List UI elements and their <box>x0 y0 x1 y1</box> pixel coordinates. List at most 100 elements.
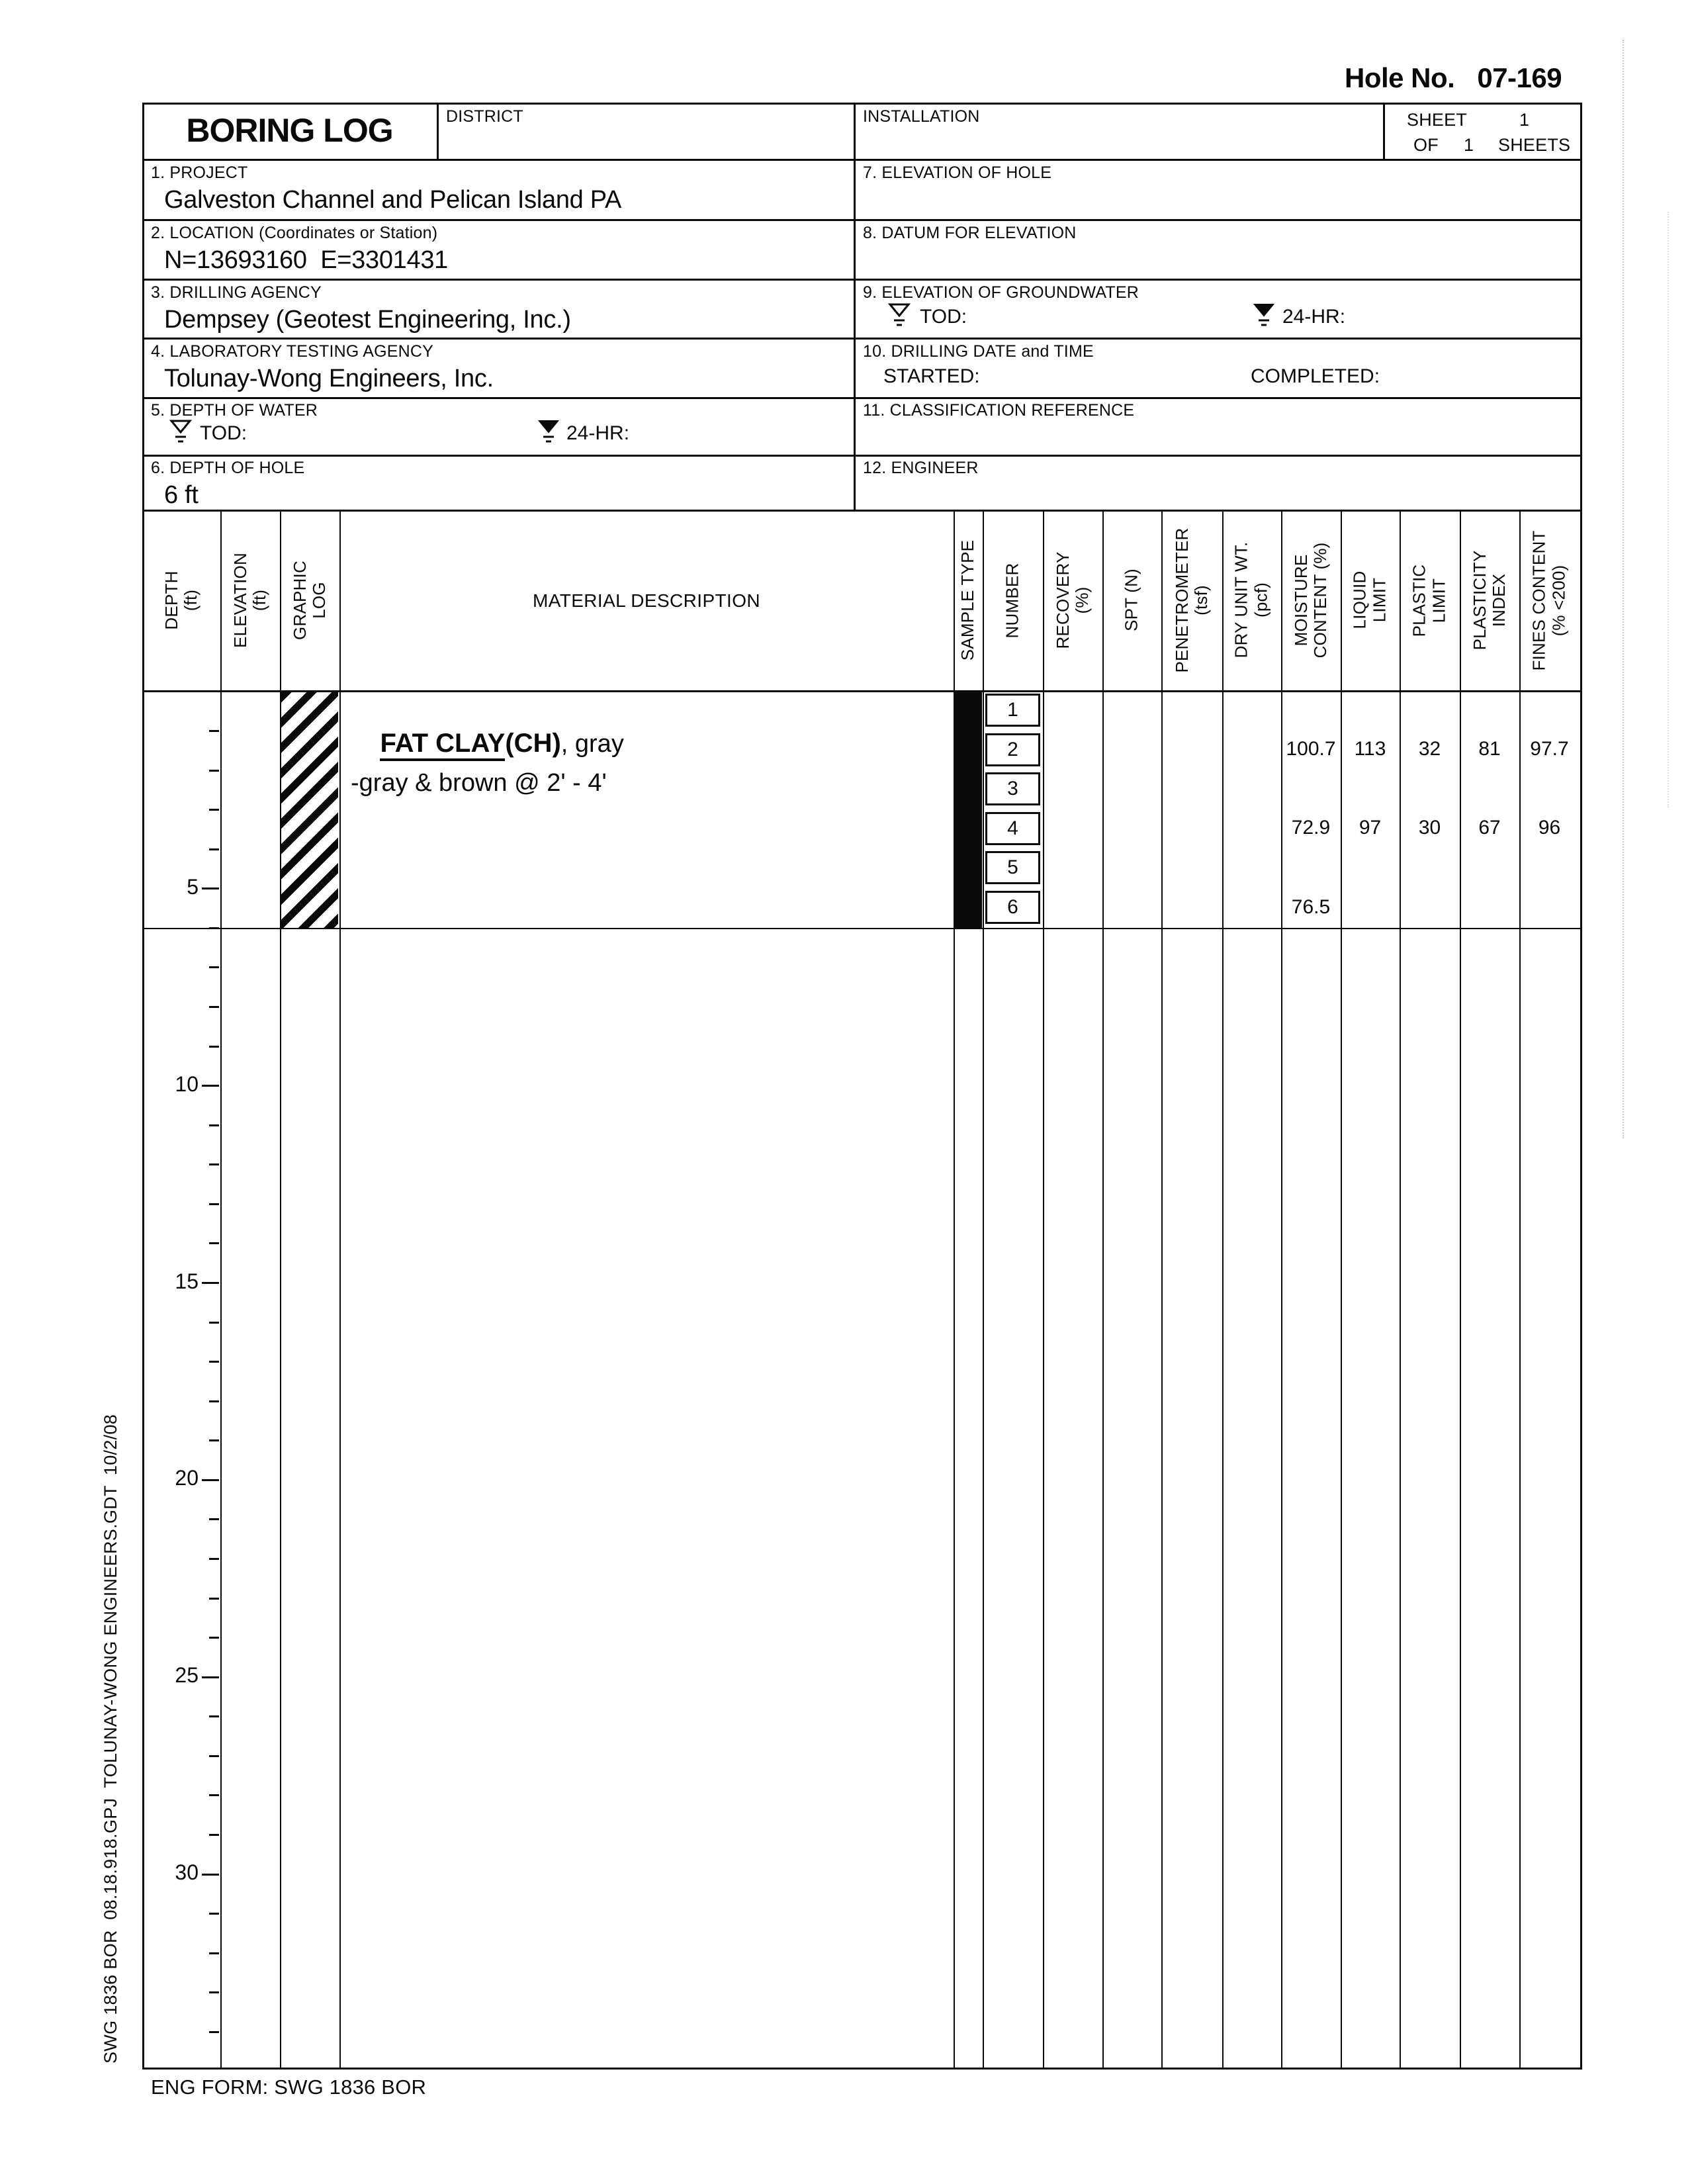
sample-type-bar <box>955 692 982 928</box>
depth-tick <box>209 1991 219 1994</box>
col-header-number: NUMBER <box>1002 563 1022 639</box>
lab-value-moisture: 72.9 <box>1291 817 1331 839</box>
col-header-recovery: RECOVERY (%) <box>1052 551 1092 649</box>
lab-value-plasticity-index: 67 <box>1478 817 1501 839</box>
hole-number-label: Hole No. <box>1345 62 1455 93</box>
drilling-agency-label: 3. DRILLING AGENCY <box>151 283 322 302</box>
location-label: 2. LOCATION (Coordinates or Station) <box>151 224 438 242</box>
hr24-label: 24-HR: <box>566 422 630 444</box>
divider <box>142 690 1582 692</box>
depth-tick <box>209 1045 219 1048</box>
lab-value-liquid-limit: 97 <box>1359 817 1382 839</box>
col-header-depth: DEPTH (ft) <box>161 570 201 630</box>
col-header-spt: SPT (N) <box>1121 569 1141 631</box>
depth-tick <box>209 1597 219 1600</box>
layer-uscs-class: (CH) <box>505 729 561 758</box>
col-header-material-description: MATERIAL DESCRIPTION <box>532 590 761 611</box>
lab-value-fines: 97.7 <box>1530 738 1569 760</box>
depth-tick <box>209 966 219 969</box>
project-label: 1. PROJECT <box>151 163 248 182</box>
depth-label: 15 <box>175 1269 199 1293</box>
depth-tick <box>209 2030 219 2033</box>
col-header-moisture: MOISTURE CONTENT (%) <box>1290 542 1330 659</box>
log-table-box <box>142 510 1582 2070</box>
divider <box>220 510 222 2070</box>
lab-value-plastic-limit: 32 <box>1418 738 1441 760</box>
project-value: Galveston Channel and Pelican Island PA <box>164 186 622 214</box>
depth-tick <box>209 1439 219 1442</box>
depth-of-hole-label: 6. DEPTH OF HOLE <box>151 459 305 477</box>
col-header-plastic-limit: PLASTIC LIMIT <box>1409 564 1449 637</box>
tod-label: TOD: <box>920 306 967 328</box>
depth-tick <box>202 887 219 890</box>
divider <box>1161 510 1163 2070</box>
scan-artifact <box>1623 40 1624 1138</box>
sheet-label: SHEET <box>1407 110 1468 130</box>
lab-agency-label: 4. LABORATORY TESTING AGENCY <box>151 342 434 361</box>
classification-label: 11. CLASSIFICATION REFERENCE <box>863 401 1135 420</box>
divider <box>1043 510 1044 2070</box>
depth-tick <box>209 1163 219 1166</box>
datum-label: 8. DATUM FOR ELEVATION <box>863 224 1077 242</box>
elevation-of-hole-label: 7. ELEVATION OF HOLE <box>863 163 1052 182</box>
depth-tick <box>209 1637 219 1639</box>
hole-number: Hole No. 07-169 <box>1345 62 1562 94</box>
groundwater-label: 9. ELEVATION OF GROUNDWATER <box>863 283 1139 302</box>
depth-tick <box>209 1400 219 1402</box>
lab-value-liquid-limit: 113 <box>1354 738 1386 760</box>
divider <box>1281 510 1282 2070</box>
depth-of-hole-value: 6 ft <box>164 481 199 509</box>
sample-number-cell: 2 <box>985 733 1040 766</box>
layer-color: , gray <box>560 730 624 758</box>
depth-tick <box>209 1834 219 1837</box>
depth-tick <box>209 1794 219 1797</box>
lab-value-moisture: 100.7 <box>1286 738 1336 760</box>
divider <box>854 103 856 512</box>
col-header-penetrometer: PENETROMETER (tsf) <box>1171 527 1211 673</box>
sample-number-cell: 6 <box>985 890 1040 924</box>
tod-label: TOD: <box>200 422 247 444</box>
depth-tick <box>202 1873 219 1876</box>
depth-tick <box>209 848 219 850</box>
layer-boundary-line <box>144 928 1581 929</box>
depth-tick <box>209 1558 219 1561</box>
started-label: STARTED: <box>883 365 980 387</box>
col-header-fines-content: FINES CONTENT (% <200) <box>1529 530 1568 671</box>
sample-number-cell: 5 <box>985 851 1040 885</box>
depth-label: 25 <box>175 1663 199 1688</box>
hole-number-value: 07-169 <box>1477 62 1562 93</box>
lab-value-plasticity-index: 81 <box>1478 738 1501 760</box>
depth-label: 10 <box>175 1071 199 1096</box>
district-label: DISTRICT <box>446 107 523 126</box>
col-header-sample-type: SAMPLE TYPE <box>958 539 978 661</box>
divider <box>1400 510 1401 2070</box>
depth-tick <box>209 1361 219 1363</box>
layer-name: FAT CLAY <box>380 729 506 761</box>
depth-tick <box>209 1952 219 1954</box>
depth-tick <box>202 1282 219 1285</box>
graphic-log-fat-clay-hatch <box>281 692 338 928</box>
divider <box>1341 510 1342 2070</box>
hr24-label: 24-HR: <box>1282 306 1346 328</box>
form-number: ENG FORM: SWG 1836 BOR <box>151 2075 427 2099</box>
depth-tick <box>209 769 219 772</box>
divider <box>142 279 1582 281</box>
depth-tick <box>209 1006 219 1009</box>
installation-label: INSTALLATION <box>863 107 980 126</box>
depth-tick <box>209 1124 219 1126</box>
sample-number-cell: 1 <box>985 694 1040 727</box>
divider <box>1519 510 1521 2070</box>
col-header-dry-unit-wt: DRY UNIT WT. (pcf) <box>1231 541 1270 659</box>
drilling-agency-value: Dempsey (Geotest Engineering, Inc.) <box>164 306 571 334</box>
divider <box>1460 510 1461 2070</box>
scan-artifact <box>1668 212 1669 807</box>
sample-number-cell: 4 <box>985 811 1040 845</box>
depth-label: 5 <box>187 874 199 899</box>
divider <box>280 510 281 2070</box>
depth-label: 20 <box>175 1466 199 1490</box>
col-header-elevation: ELEVATION (ft) <box>230 553 269 648</box>
divider <box>1383 103 1385 159</box>
sidebar-file-info: SWG 1836 BOR 08.18.918.GPJ TOLUNAY-WONG … <box>101 1414 120 2064</box>
depth-tick <box>209 1913 219 1915</box>
